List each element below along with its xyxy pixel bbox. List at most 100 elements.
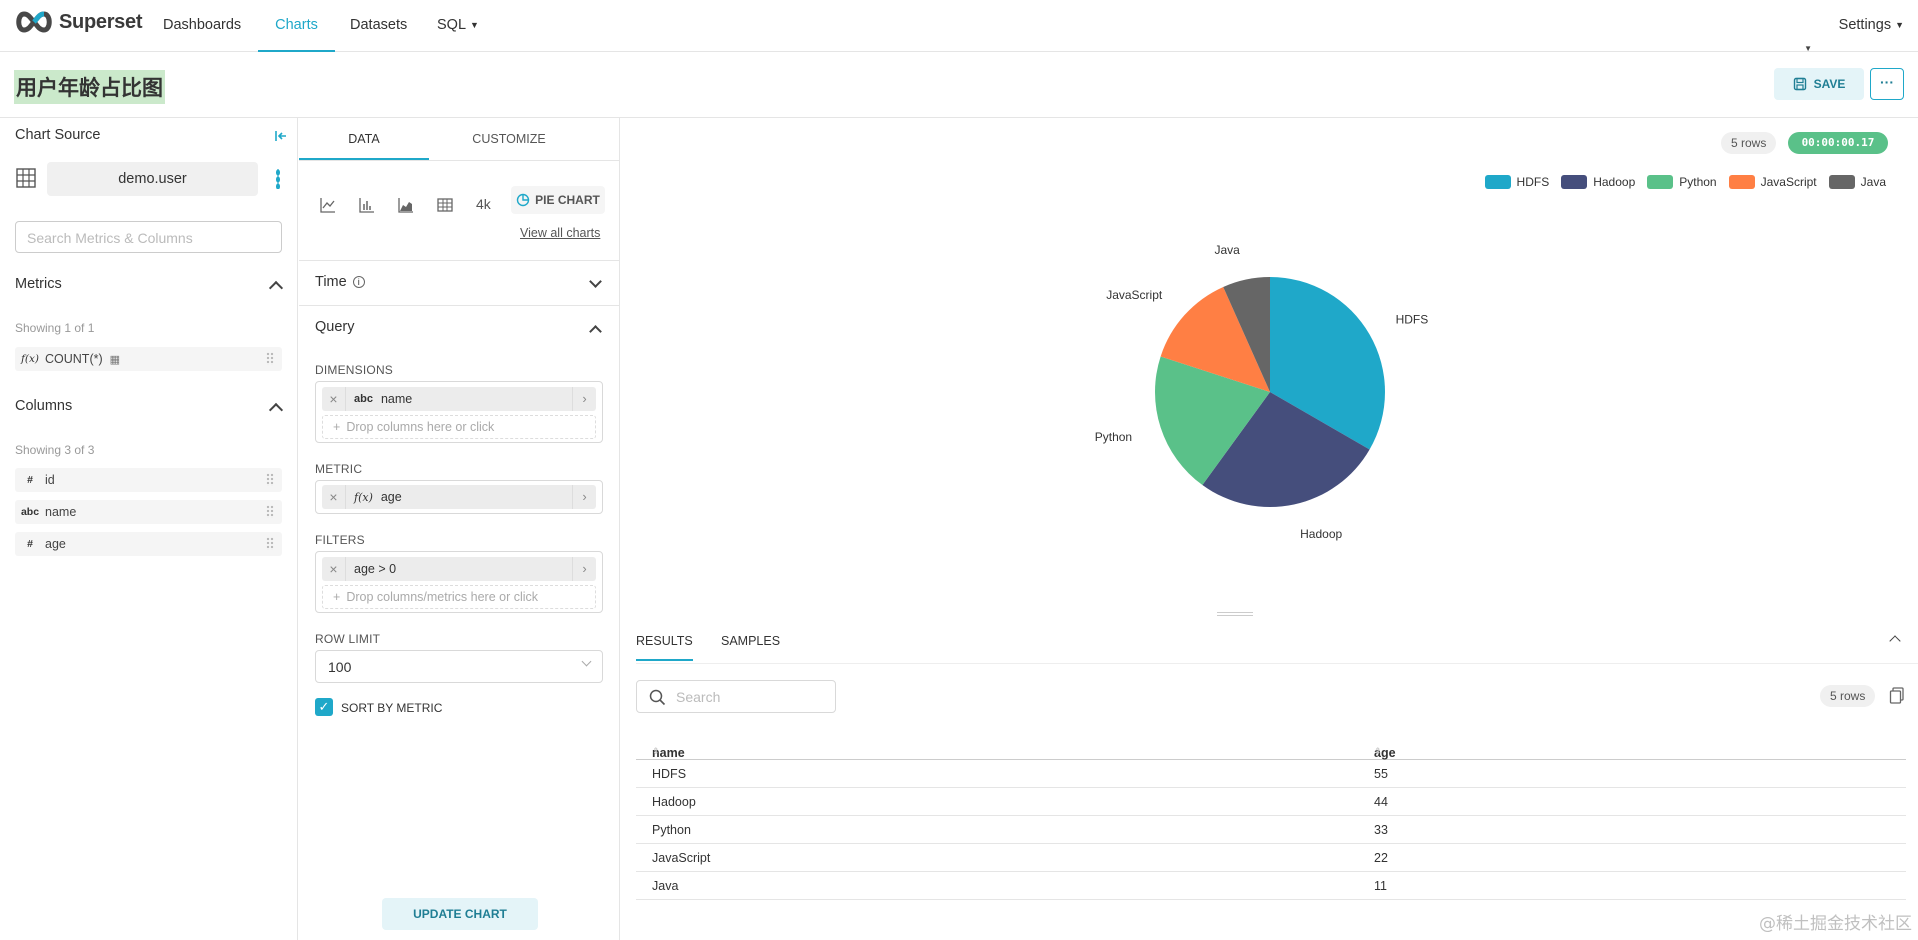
legend-item[interactable]: HDFS <box>1484 175 1549 189</box>
time-section-header[interactable]: Time i <box>315 274 365 290</box>
caret-down-icon: ▼ <box>470 20 479 31</box>
tab-data[interactable]: DATA <box>299 118 429 160</box>
pie-slice-java[interactable] <box>1223 277 1270 392</box>
dimension-pill[interactable]: × abc name › <box>322 387 596 411</box>
column-item-name[interactable]: abc name <box>15 500 282 524</box>
tab-samples[interactable]: SAMPLES <box>721 634 781 648</box>
filters-control: × age > 0 › + Drop columns/metrics here … <box>315 551 603 613</box>
legend-item[interactable]: Java <box>1828 175 1886 189</box>
remove-icon[interactable]: × <box>322 485 346 509</box>
more-actions-button[interactable]: ··· <box>1870 68 1904 100</box>
chevron-right-icon[interactable]: › <box>572 557 596 581</box>
remove-icon[interactable]: × <box>322 387 346 411</box>
results-search-input[interactable]: Search <box>636 680 836 713</box>
nav-sql[interactable]: SQL ▼ <box>437 0 479 52</box>
drag-handle-icon[interactable] <box>266 537 274 550</box>
tab-results[interactable]: RESULTS <box>636 634 693 661</box>
line-chart-icon[interactable] <box>318 195 338 215</box>
bar-chart-icon[interactable] <box>357 195 377 215</box>
caret-down-icon: ▼ <box>1804 44 1812 53</box>
drop-columns-text: Drop columns here or click <box>346 420 495 434</box>
cell-age: 33 <box>1374 823 1388 837</box>
query-section-title[interactable]: Query <box>315 319 355 335</box>
legend-item[interactable]: JavaScript <box>1728 175 1817 189</box>
table-icon <box>16 168 36 188</box>
chevron-up-icon[interactable] <box>1889 635 1901 647</box>
nav-dashboards[interactable]: Dashboards <box>163 17 242 33</box>
copy-icon[interactable] <box>1889 687 1905 705</box>
metric-pill[interactable]: × f(x) age › <box>322 485 596 509</box>
tab-customize[interactable]: CUSTOMIZE <box>472 132 546 146</box>
table-row: HDFS 55 <box>636 760 1906 788</box>
sort-by-metric-checkbox[interactable]: ✓ <box>315 698 333 716</box>
chart-title[interactable]: 用户年龄占比图 <box>14 70 165 104</box>
sort-by-metric-label: SORT BY METRIC <box>341 701 443 715</box>
dataset-menu-icon[interactable] <box>276 169 280 189</box>
pie-slice-python[interactable] <box>1155 356 1270 486</box>
row-limit-select[interactable]: 100 <box>315 650 603 683</box>
column-item-id[interactable]: # id <box>15 468 282 492</box>
drag-handle-icon[interactable] <box>266 352 274 365</box>
nav-settings[interactable]: Settings ▼ <box>1839 0 1904 52</box>
numeric-type-icon: # <box>27 538 33 550</box>
numeric-type-icon: # <box>27 474 33 486</box>
filter-pill[interactable]: × age > 0 › <box>322 557 596 581</box>
remove-icon[interactable]: × <box>322 557 346 581</box>
cell-name: Python <box>652 823 691 837</box>
metric-name: age <box>380 490 402 504</box>
big-number-chart-icon[interactable]: 4k <box>476 196 491 212</box>
legend-item[interactable]: Hadoop <box>1561 175 1635 189</box>
cell-age: 44 <box>1374 795 1388 809</box>
metrics-columns-search-input[interactable]: Search Metrics & Columns <box>15 221 282 253</box>
chevron-right-icon[interactable]: › <box>572 387 596 411</box>
columns-count: Showing 3 of 3 <box>15 443 95 457</box>
legend-swatch <box>1828 175 1855 189</box>
table-chart-icon[interactable] <box>435 195 455 215</box>
filter-text: age > 0 <box>354 562 397 576</box>
legend-item[interactable]: Python <box>1647 175 1717 189</box>
chevron-up-icon[interactable] <box>268 280 284 296</box>
metric-name: COUNT(*) <box>45 352 103 366</box>
area-chart-icon[interactable] <box>396 195 416 215</box>
results-rows-badge: 5 rows <box>1820 685 1876 707</box>
save-button[interactable]: SAVE <box>1774 68 1864 100</box>
pie-slice-javascript[interactable] <box>1160 286 1270 392</box>
collapse-left-icon[interactable] <box>274 129 288 143</box>
view-all-charts-link[interactable]: View all charts <box>520 226 601 240</box>
column-item-age[interactable]: # age <box>15 532 282 556</box>
legend-label: Java <box>1860 175 1886 189</box>
viz-type-button[interactable]: PIE CHART <box>511 186 605 214</box>
table-row: Java 11 <box>636 872 1906 900</box>
cell-age: 11 <box>1374 879 1387 893</box>
pie-slice-hdfs[interactable] <box>1270 277 1385 450</box>
drag-handle-icon[interactable] <box>266 473 274 486</box>
nav-datasets[interactable]: Datasets <box>350 17 408 33</box>
chevron-right-icon[interactable]: › <box>572 485 596 509</box>
chevron-up-icon[interactable] <box>589 325 602 338</box>
chevron-up-icon[interactable] <box>268 402 284 418</box>
drop-filters-zone[interactable]: + Drop columns/metrics here or click <box>322 585 596 609</box>
caret-down-icon: ▼ <box>1895 20 1904 31</box>
cell-name: JavaScript <box>652 851 711 865</box>
pie-slice-hadoop[interactable] <box>1202 392 1370 507</box>
filters-label: FILTERS <box>315 533 365 547</box>
dataset-name[interactable]: demo.user <box>47 162 258 196</box>
drop-columns-zone[interactable]: + Drop columns here or click <box>322 415 596 439</box>
pie-label: Java <box>1214 243 1240 257</box>
resize-handle[interactable] <box>1217 612 1253 616</box>
chevron-down-icon[interactable] <box>589 275 602 288</box>
drag-handle-icon[interactable] <box>266 505 274 518</box>
save-label: SAVE <box>1813 77 1846 91</box>
chart-header: 用户年龄占比图 ▼ SAVE ··· <box>0 44 1918 118</box>
superset-logo[interactable]: Superset <box>14 10 142 34</box>
metric-item[interactable]: f(x) COUNT(*) ▦ <box>15 347 282 371</box>
chart-source-title: Chart Source <box>15 127 101 143</box>
info-icon: i <box>352 276 365 288</box>
legend-swatch <box>1484 175 1511 189</box>
nav-charts[interactable]: Charts <box>258 0 335 52</box>
nav-sql-label: SQL <box>437 17 467 33</box>
update-chart-button[interactable]: UPDATE CHART <box>382 898 538 930</box>
results-divider <box>636 663 1918 664</box>
string-type-icon: abc <box>354 393 373 405</box>
cell-name: Hadoop <box>652 795 696 809</box>
